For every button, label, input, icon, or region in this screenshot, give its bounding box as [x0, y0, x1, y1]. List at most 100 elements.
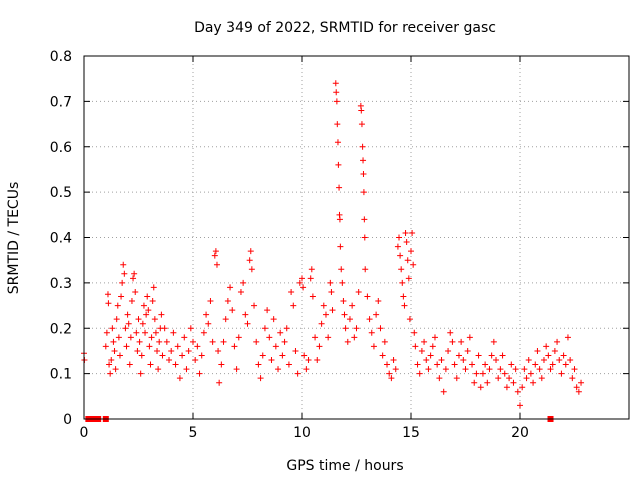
data-point — [187, 325, 194, 332]
data-point — [434, 361, 441, 368]
data-point — [397, 252, 404, 259]
data-point — [128, 298, 135, 305]
data-point — [283, 325, 290, 332]
data-point — [578, 379, 585, 386]
data-point — [493, 357, 500, 364]
data-point — [146, 343, 153, 350]
data-point — [360, 170, 367, 177]
grid — [84, 56, 629, 419]
data-point — [442, 366, 449, 373]
data-point — [176, 375, 183, 382]
data-point — [237, 288, 244, 295]
data-point — [429, 343, 436, 350]
data-point — [358, 107, 365, 114]
data-point — [517, 402, 523, 409]
data-point — [292, 347, 299, 354]
data-point — [447, 329, 454, 336]
data-point — [151, 316, 158, 323]
series-srmtid — [81, 80, 585, 409]
data-point — [362, 266, 369, 273]
data-point — [460, 357, 467, 364]
data-point — [281, 338, 288, 345]
data-point — [527, 370, 534, 377]
data-point — [179, 352, 186, 359]
data-point — [523, 375, 530, 382]
data-point — [242, 311, 249, 318]
data-point — [152, 329, 159, 336]
data-point — [486, 366, 493, 373]
data-point — [342, 325, 349, 332]
data-point — [107, 370, 114, 377]
data-point — [416, 370, 423, 377]
data-point — [549, 361, 556, 368]
y-axis-label: SRMTID / TECUs — [6, 182, 22, 295]
data-point — [170, 329, 177, 336]
data-point — [386, 370, 393, 377]
data-point — [138, 352, 145, 359]
data-point — [349, 302, 356, 309]
data-point — [530, 379, 537, 386]
data-point — [551, 347, 558, 354]
data-point — [144, 293, 151, 300]
data-point — [110, 338, 117, 345]
data-point — [253, 338, 260, 345]
data-point — [216, 379, 223, 386]
data-point — [564, 334, 571, 341]
data-point — [436, 375, 443, 382]
data-point — [400, 293, 407, 300]
data-point — [344, 338, 351, 345]
data-point — [499, 352, 506, 359]
data-point — [132, 288, 139, 295]
data-point — [431, 334, 438, 341]
data-point — [534, 347, 541, 354]
data-point — [136, 338, 143, 345]
data-point — [120, 261, 127, 268]
data-point — [112, 366, 119, 373]
data-point — [458, 338, 465, 345]
data-point — [384, 361, 391, 368]
data-point — [569, 375, 576, 382]
data-point — [275, 366, 282, 373]
data-point — [521, 366, 528, 373]
data-point — [133, 329, 140, 336]
data-point — [231, 343, 238, 350]
data-point — [158, 311, 165, 318]
data-point — [392, 366, 399, 373]
data-point — [316, 343, 323, 350]
data-point — [375, 298, 382, 305]
data-point — [264, 307, 271, 314]
data-point — [514, 388, 521, 395]
data-point — [285, 361, 292, 368]
data-point — [445, 347, 452, 354]
data-point — [451, 361, 458, 368]
data-point — [556, 357, 563, 364]
data-point — [296, 279, 303, 286]
data-point — [300, 284, 307, 291]
y-tick-label: 0 — [63, 412, 72, 428]
data-point — [215, 347, 222, 354]
data-point — [536, 366, 543, 373]
data-point — [143, 311, 150, 318]
data-point — [510, 379, 517, 386]
y-tick-label: 0.8 — [50, 49, 72, 65]
data-point — [404, 257, 411, 264]
data-point — [227, 284, 234, 291]
data-point — [320, 302, 327, 309]
data-point — [294, 370, 301, 377]
data-point — [410, 261, 417, 268]
data-point — [150, 284, 157, 291]
y-tick-label: 0.5 — [50, 185, 72, 201]
data-point — [155, 366, 162, 373]
y-tick-label: 0.1 — [50, 367, 72, 383]
data-point — [218, 361, 225, 368]
data-point — [127, 334, 134, 341]
data-point — [406, 316, 413, 323]
data-point — [301, 352, 308, 359]
data-point — [194, 343, 201, 350]
data-point — [318, 320, 325, 327]
data-point — [246, 257, 253, 264]
chart-title: Day 349 of 2022, SRMTID for receiver gas… — [194, 20, 496, 36]
data-point — [244, 320, 251, 327]
y-tick-label: 0.6 — [50, 140, 72, 156]
